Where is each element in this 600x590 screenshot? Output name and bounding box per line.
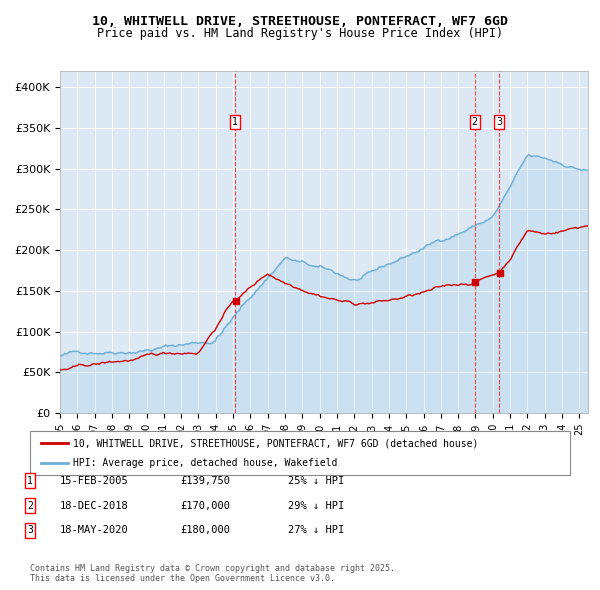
Text: 15-FEB-2005: 15-FEB-2005 <box>60 476 129 486</box>
Text: 3: 3 <box>496 117 502 127</box>
Text: 2: 2 <box>27 501 33 510</box>
Text: Contains HM Land Registry data © Crown copyright and database right 2025.
This d: Contains HM Land Registry data © Crown c… <box>30 563 395 583</box>
Text: Price paid vs. HM Land Registry's House Price Index (HPI): Price paid vs. HM Land Registry's House … <box>97 27 503 40</box>
Text: £180,000: £180,000 <box>180 526 230 535</box>
Text: £139,750: £139,750 <box>180 476 230 486</box>
Text: 10, WHITWELL DRIVE, STREETHOUSE, PONTEFRACT, WF7 6GD (detached house): 10, WHITWELL DRIVE, STREETHOUSE, PONTEFR… <box>73 438 479 448</box>
Text: 10, WHITWELL DRIVE, STREETHOUSE, PONTEFRACT, WF7 6GD: 10, WHITWELL DRIVE, STREETHOUSE, PONTEFR… <box>92 15 508 28</box>
Text: 29% ↓ HPI: 29% ↓ HPI <box>288 501 344 510</box>
FancyBboxPatch shape <box>30 431 570 475</box>
Text: £170,000: £170,000 <box>180 501 230 510</box>
Text: 25% ↓ HPI: 25% ↓ HPI <box>288 476 344 486</box>
Text: 1: 1 <box>232 117 238 127</box>
Text: 27% ↓ HPI: 27% ↓ HPI <box>288 526 344 535</box>
Text: 2: 2 <box>472 117 478 127</box>
Text: 18-MAY-2020: 18-MAY-2020 <box>60 526 129 535</box>
Text: HPI: Average price, detached house, Wakefield: HPI: Average price, detached house, Wake… <box>73 458 338 467</box>
Text: 1: 1 <box>27 476 33 486</box>
Text: 18-DEC-2018: 18-DEC-2018 <box>60 501 129 510</box>
Text: 3: 3 <box>27 526 33 535</box>
